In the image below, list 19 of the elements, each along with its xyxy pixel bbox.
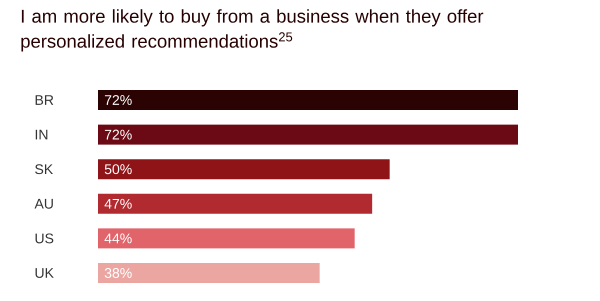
bar [98, 90, 518, 110]
y-tick-label: US [36, 233, 54, 244]
y-tick-label: IN [36, 130, 48, 140]
data-label: 72% [104, 130, 132, 140]
data-label: 44% [104, 234, 132, 244]
bar [98, 194, 372, 214]
bar [98, 263, 320, 284]
data-label: 38% [104, 268, 132, 278]
y-tick-label: AU [34, 198, 53, 209]
data-label: 72% [104, 95, 132, 105]
bar [98, 124, 518, 145]
data-label: 47% [104, 198, 132, 209]
chart-title: I am more likely to buy from a business when they offer personalized recommendations$^{25}$ [21, 9, 484, 52]
bar [98, 228, 355, 248]
y-tick-label: BR [36, 95, 54, 105]
y-tick-label: UK [36, 268, 54, 278]
y-tick-label: SK [35, 164, 54, 174]
data-label: 50% [104, 164, 132, 174]
bar [98, 159, 390, 180]
